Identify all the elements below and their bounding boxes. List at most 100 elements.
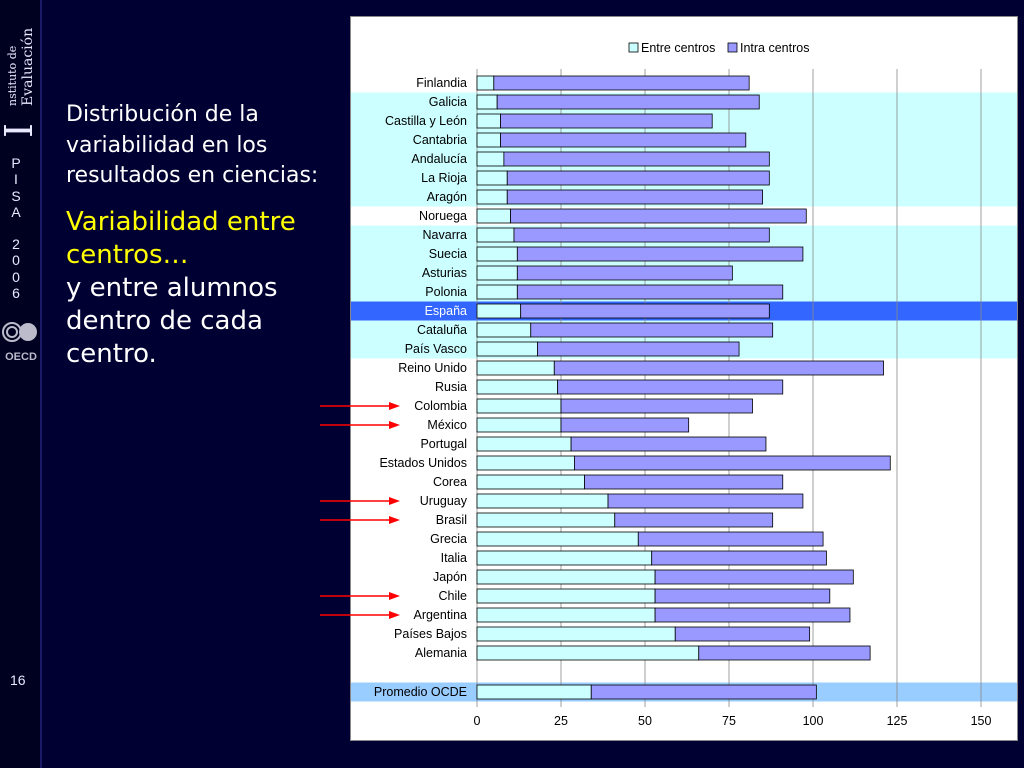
arrow-head — [389, 497, 400, 505]
bar-within — [503, 151, 770, 167]
category-label: Colombia — [414, 399, 467, 413]
bar-within — [651, 550, 827, 566]
category-label: Grecia — [430, 532, 467, 546]
category-label: Uruguay — [420, 494, 468, 508]
bar-within — [496, 94, 760, 110]
category-label: Alemania — [415, 646, 467, 660]
bar-within — [553, 360, 884, 376]
bar-within — [560, 417, 690, 433]
legend-swatch-within — [727, 42, 738, 53]
sidebar-divider — [40, 0, 42, 768]
category-label: Chile — [439, 589, 468, 603]
x-tick-label: 150 — [971, 714, 992, 728]
category-label: España — [425, 304, 467, 318]
x-tick-label: 75 — [722, 714, 736, 728]
category-label: Corea — [433, 475, 467, 489]
accent-text: Variabilidad entre centros… — [66, 206, 296, 270]
bar-within — [570, 436, 767, 452]
x-tick-label: 100 — [803, 714, 824, 728]
category-label: Suecia — [429, 247, 467, 261]
pisa-letter: P — [11, 155, 21, 171]
bar-within — [520, 303, 770, 319]
category-label: Noruega — [419, 209, 467, 223]
category-label: Asturias — [422, 266, 467, 280]
category-label: Galicia — [429, 95, 467, 109]
text-block: Distribución de la variabilidad en los r… — [66, 100, 346, 371]
bar-within — [557, 379, 784, 395]
rest-text: y entre alumnos dentro de cada centro. — [66, 272, 278, 369]
category-label: La Rioja — [421, 171, 467, 185]
svg-text:OECD: OECD — [5, 351, 37, 363]
slide-number: 16 — [10, 672, 26, 688]
chart-panel: Finlandia Galicia Castilla y León Cantabria… — [350, 16, 1018, 741]
bar-within — [506, 189, 764, 205]
category-label: México — [427, 418, 467, 432]
bar-within — [516, 265, 733, 281]
stacked-bar-chart: Finlandia Galicia Castilla y León Cantabria… — [351, 41, 1017, 728]
bar-within — [560, 398, 753, 414]
pisa-letter: S — [11, 187, 21, 204]
legend-swatch-between — [628, 42, 639, 53]
bar-within — [584, 474, 784, 490]
svg-text:Evaluación: Evaluación — [20, 28, 36, 106]
category-label: Cataluña — [417, 323, 467, 337]
arrow-head — [389, 592, 400, 600]
category-label: Brasil — [436, 513, 467, 527]
bar-within — [637, 531, 824, 547]
bar-within — [654, 588, 831, 604]
bar-within — [574, 455, 891, 471]
bar-within — [506, 170, 770, 186]
x-tick-label: 125 — [887, 714, 908, 728]
svg-text:I: I — [2, 123, 38, 138]
bar-within — [590, 684, 817, 700]
bar-within — [530, 322, 774, 338]
pisa-letter: 0 — [12, 252, 20, 269]
arrow-head — [389, 402, 400, 410]
bar-within — [516, 246, 804, 262]
category-label: Castilla y León — [385, 114, 467, 128]
pisa-letter: A — [11, 203, 21, 220]
legend-label-between: Entre centros — [641, 41, 715, 55]
category-label: Aragón — [427, 190, 467, 204]
category-label: País Vasco — [405, 342, 467, 356]
bar-within — [500, 132, 747, 148]
bar-within — [674, 626, 811, 642]
category-label: Cantabria — [413, 133, 467, 147]
bar-within — [537, 341, 740, 357]
institute-logo: I nstituto de Evaluación — [2, 28, 38, 138]
category-label: Finlandia — [416, 76, 467, 90]
pisa-letter: 2 — [12, 236, 20, 253]
x-tick-label: 0 — [474, 714, 481, 728]
bar-within — [698, 645, 871, 661]
bar-within — [516, 284, 784, 300]
x-tick-label: 25 — [554, 714, 568, 728]
category-label: Navarra — [423, 228, 468, 242]
category-label: Italia — [441, 551, 467, 565]
pisa-letter: 6 — [12, 285, 20, 302]
arrow-head — [389, 421, 400, 429]
bar-within — [500, 113, 713, 129]
bar-within — [510, 208, 807, 224]
category-label: Rusia — [435, 380, 467, 394]
bar-within — [513, 227, 770, 243]
description-text: Distribución de la variabilidad en los r… — [66, 102, 319, 188]
category-label: Reino Unido — [398, 361, 467, 375]
category-label: Países Bajos — [394, 627, 467, 641]
category-label: Japón — [433, 570, 467, 584]
svg-text:nstituto de: nstituto de — [6, 46, 19, 106]
bar-within — [493, 75, 750, 91]
x-tick-label: 50 — [638, 714, 652, 728]
arrow-head — [389, 516, 400, 524]
oecd-logo: OECD — [2, 322, 37, 363]
bar-within — [614, 512, 774, 528]
category-label: Polonia — [425, 285, 467, 299]
pisa-letter: I — [14, 171, 18, 188]
bar-within — [654, 607, 851, 623]
category-label: Estados Unidos — [379, 456, 467, 470]
bar-within — [654, 569, 854, 585]
legend-label-within: Intra centros — [740, 41, 809, 55]
bar-within — [607, 493, 804, 509]
